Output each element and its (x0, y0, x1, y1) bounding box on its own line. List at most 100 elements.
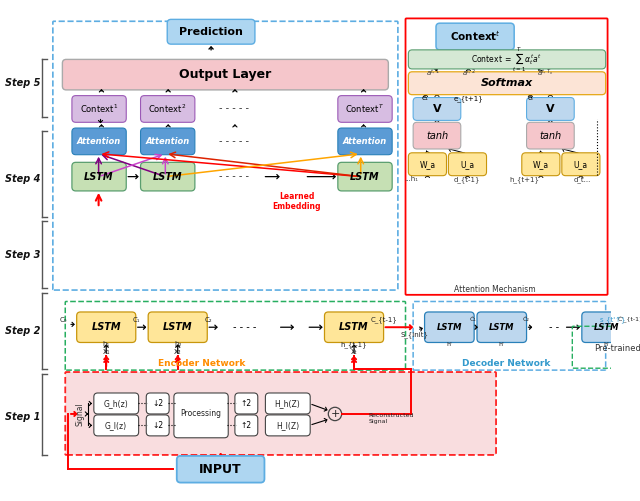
Text: LSTM: LSTM (436, 323, 462, 332)
FancyBboxPatch shape (141, 96, 195, 122)
Text: Ĉ₁: Ĉ₁ (470, 317, 477, 322)
Text: G_l(z): G_l(z) (105, 421, 127, 430)
Text: Signal: Signal (76, 402, 85, 426)
Text: ↓2: ↓2 (152, 399, 163, 408)
Text: Step 1: Step 1 (4, 412, 40, 422)
Text: - -: - - (549, 322, 559, 332)
FancyBboxPatch shape (324, 312, 383, 343)
Text: x₁: x₁ (102, 347, 110, 356)
Text: $a^{t,2}$: $a^{t,2}$ (461, 67, 476, 78)
Text: Step 2: Step 2 (4, 326, 40, 336)
Text: Encoder Network: Encoder Network (158, 359, 245, 368)
FancyBboxPatch shape (147, 415, 169, 436)
Text: Processing: Processing (180, 409, 221, 418)
FancyBboxPatch shape (65, 372, 496, 455)
Text: Attention: Attention (77, 137, 121, 146)
Text: C₂: C₂ (204, 317, 212, 323)
Text: W_a: W_a (532, 160, 549, 169)
FancyBboxPatch shape (408, 72, 605, 95)
Text: $a^{t,T_x}$: $a^{t,T_x}$ (536, 67, 553, 78)
Text: h': h' (447, 342, 452, 347)
Text: $a^{t,1}$: $a^{t,1}$ (426, 67, 440, 78)
Text: Learned
Embedding: Learned Embedding (273, 192, 321, 211)
FancyBboxPatch shape (94, 393, 139, 414)
Text: Step 5: Step 5 (4, 78, 40, 88)
FancyBboxPatch shape (72, 162, 126, 191)
Text: LSTM: LSTM (163, 322, 193, 332)
FancyBboxPatch shape (477, 312, 527, 343)
Text: U_a: U_a (574, 160, 588, 169)
FancyBboxPatch shape (177, 456, 264, 482)
Text: Reconstructed
Signal: Reconstructed Signal (369, 413, 414, 424)
Text: +: + (330, 409, 340, 419)
Text: d_{t-1}: d_{t-1} (453, 176, 480, 183)
Text: - - - -: - - - - (233, 322, 256, 332)
FancyBboxPatch shape (527, 122, 574, 149)
Text: Softmax: Softmax (481, 78, 532, 88)
Text: LSTM: LSTM (489, 323, 515, 332)
Text: - - - - -: - - - - - (219, 171, 249, 181)
Text: Context$^2$: Context$^2$ (148, 103, 186, 115)
Text: ↓2: ↓2 (152, 421, 163, 430)
Text: INPUT: INPUT (199, 463, 242, 476)
Text: H_h(Z): H_h(Z) (275, 399, 300, 408)
FancyBboxPatch shape (235, 393, 258, 414)
Text: h_{t-1}: h_{t-1} (340, 341, 367, 348)
FancyBboxPatch shape (141, 128, 195, 155)
FancyBboxPatch shape (449, 153, 486, 176)
Text: Ĉ₂: Ĉ₂ (522, 317, 529, 322)
Text: Ĉ'_{t-1}: Ĉ'_{t-1} (618, 316, 640, 323)
Text: Pre-trained: Pre-trained (595, 344, 640, 353)
Text: W_a: W_a (419, 160, 435, 169)
FancyBboxPatch shape (424, 312, 474, 343)
FancyBboxPatch shape (147, 393, 169, 414)
Text: eₜ: eₜ (527, 96, 534, 102)
FancyBboxPatch shape (436, 23, 514, 50)
Text: C_{t-1}: C_{t-1} (371, 316, 398, 323)
Text: - - - - -: - - - - - (219, 136, 249, 146)
Text: Step 3: Step 3 (4, 250, 40, 260)
Text: h': h' (499, 342, 505, 347)
FancyBboxPatch shape (94, 415, 139, 436)
FancyBboxPatch shape (413, 122, 461, 149)
FancyBboxPatch shape (266, 393, 310, 414)
Text: xₜ: xₜ (351, 347, 358, 356)
Text: LSTM: LSTM (152, 172, 182, 182)
FancyBboxPatch shape (338, 128, 392, 155)
Text: C₁: C₁ (133, 317, 141, 323)
Text: LSTM: LSTM (339, 322, 369, 332)
Text: Attention: Attention (145, 137, 189, 146)
Text: s_{t'↑}: s_{t'↑} (600, 316, 627, 323)
Text: H_l(Z): H_l(Z) (276, 421, 299, 430)
FancyBboxPatch shape (408, 50, 605, 69)
FancyBboxPatch shape (174, 393, 228, 438)
Text: e_{t+1}: e_{t+1} (454, 95, 483, 102)
FancyBboxPatch shape (266, 415, 310, 436)
Text: ↑2: ↑2 (241, 421, 252, 430)
Text: d_t...: d_t... (574, 176, 591, 183)
FancyBboxPatch shape (582, 312, 632, 343)
Text: x₂: x₂ (174, 347, 182, 356)
Text: G_h(z): G_h(z) (104, 399, 128, 408)
Text: h_{t+1}: h_{t+1} (509, 176, 540, 183)
Text: Context$^1$: Context$^1$ (79, 103, 118, 115)
Text: tanh: tanh (540, 131, 561, 141)
Text: h': h' (604, 342, 609, 347)
Text: V: V (433, 104, 441, 114)
FancyBboxPatch shape (62, 60, 388, 90)
Text: Context $= \sum_{t=1}^T \alpha_t^t a^t$: Context $= \sum_{t=1}^T \alpha_t^t a^t$ (471, 45, 542, 74)
Text: tanh: tanh (426, 131, 448, 141)
Text: h₂: h₂ (174, 341, 181, 347)
Text: Decoder Network: Decoder Network (462, 359, 551, 368)
Text: V: V (546, 104, 555, 114)
FancyBboxPatch shape (235, 415, 258, 436)
FancyBboxPatch shape (141, 162, 195, 191)
Text: - - - - -: - - - - - (219, 103, 249, 113)
Text: Output Layer: Output Layer (179, 68, 271, 81)
Text: LSTM: LSTM (92, 322, 121, 332)
Text: LSTM: LSTM (84, 172, 113, 182)
FancyBboxPatch shape (413, 98, 461, 120)
Text: h₁: h₁ (102, 341, 110, 347)
Text: e₁: e₁ (422, 96, 429, 102)
Text: Attention Mechanism: Attention Mechanism (454, 285, 536, 294)
